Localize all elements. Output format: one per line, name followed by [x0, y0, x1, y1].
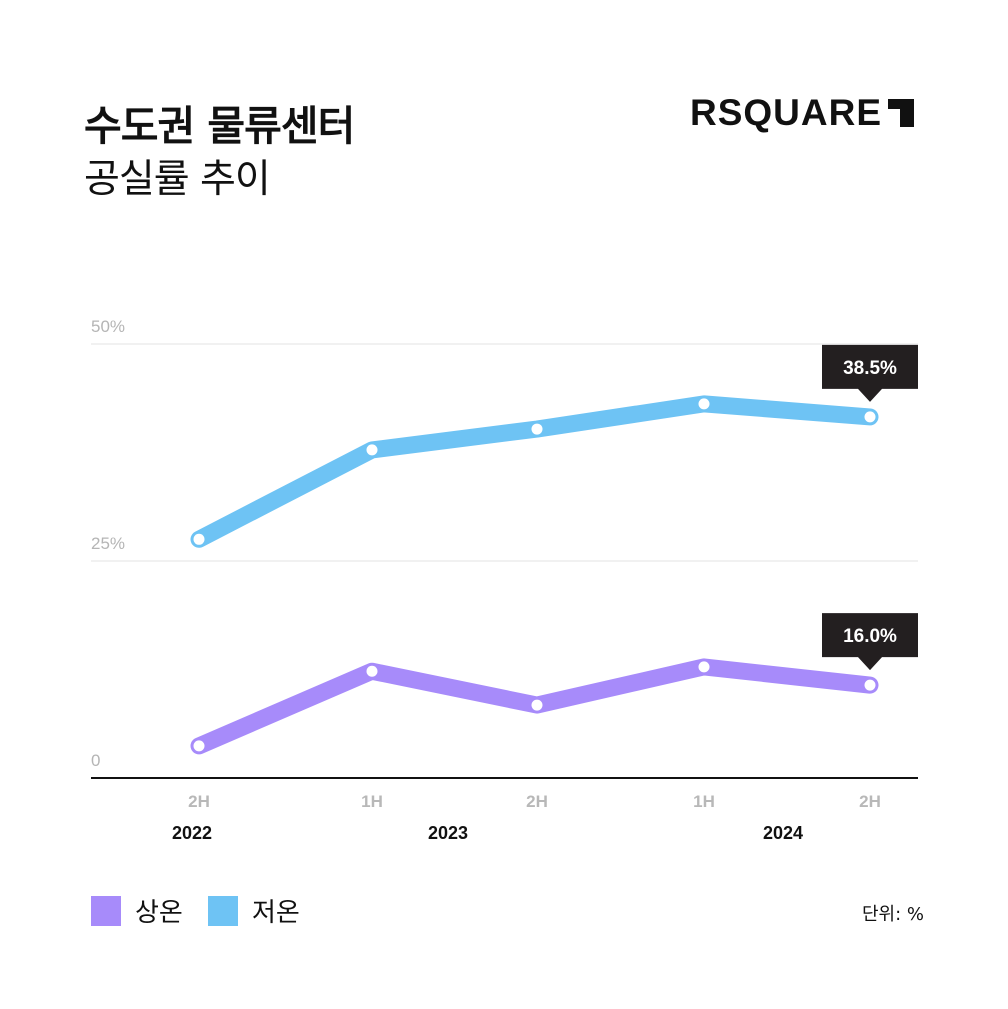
- y-tick-label: 50%: [91, 317, 125, 336]
- legend-swatch: [208, 895, 238, 926]
- data-point: [864, 679, 876, 691]
- data-point: [193, 533, 205, 545]
- logo-mark-icon: [888, 99, 915, 127]
- year-label: 2022: [172, 823, 212, 843]
- title-line-1: 수도권 물류센터: [84, 102, 355, 150]
- y-tick-label: 0: [91, 751, 100, 770]
- data-point: [366, 444, 378, 456]
- legend-label: 상온: [135, 898, 183, 928]
- value-callout: [822, 344, 918, 402]
- x-tick-label: 1H: [693, 792, 715, 811]
- data-point: [864, 411, 876, 423]
- title-line-2: 공실률 추이: [84, 157, 271, 202]
- data-point: [531, 423, 543, 435]
- data-point: [531, 699, 543, 711]
- year-label: 2023: [428, 823, 468, 843]
- unit-label: 단위: %: [861, 904, 924, 925]
- year-label: 2024: [763, 823, 803, 843]
- data-point: [698, 661, 710, 673]
- legend-item-jeoon: 저온: [208, 892, 300, 929]
- x-tick-label: 2H: [859, 792, 881, 811]
- legend-swatch: [91, 895, 121, 926]
- value-callout: [822, 613, 918, 671]
- value-callout-label: 16.0%: [843, 626, 897, 647]
- legend-item-sangon: 상온: [91, 892, 183, 929]
- data-point: [193, 740, 205, 752]
- x-tick-label: 2H: [188, 792, 210, 811]
- logo-text: RSQUARE: [690, 92, 883, 133]
- y-tick-label: 25%: [91, 534, 125, 553]
- rsquare-logo: RSQUARE: [690, 92, 915, 134]
- data-point: [366, 665, 378, 677]
- data-point: [698, 398, 710, 410]
- x-tick-label: 1H: [361, 792, 383, 811]
- value-callout-label: 38.5%: [843, 358, 897, 379]
- legend-label: 저온: [252, 898, 300, 928]
- x-tick-label: 2H: [526, 792, 548, 811]
